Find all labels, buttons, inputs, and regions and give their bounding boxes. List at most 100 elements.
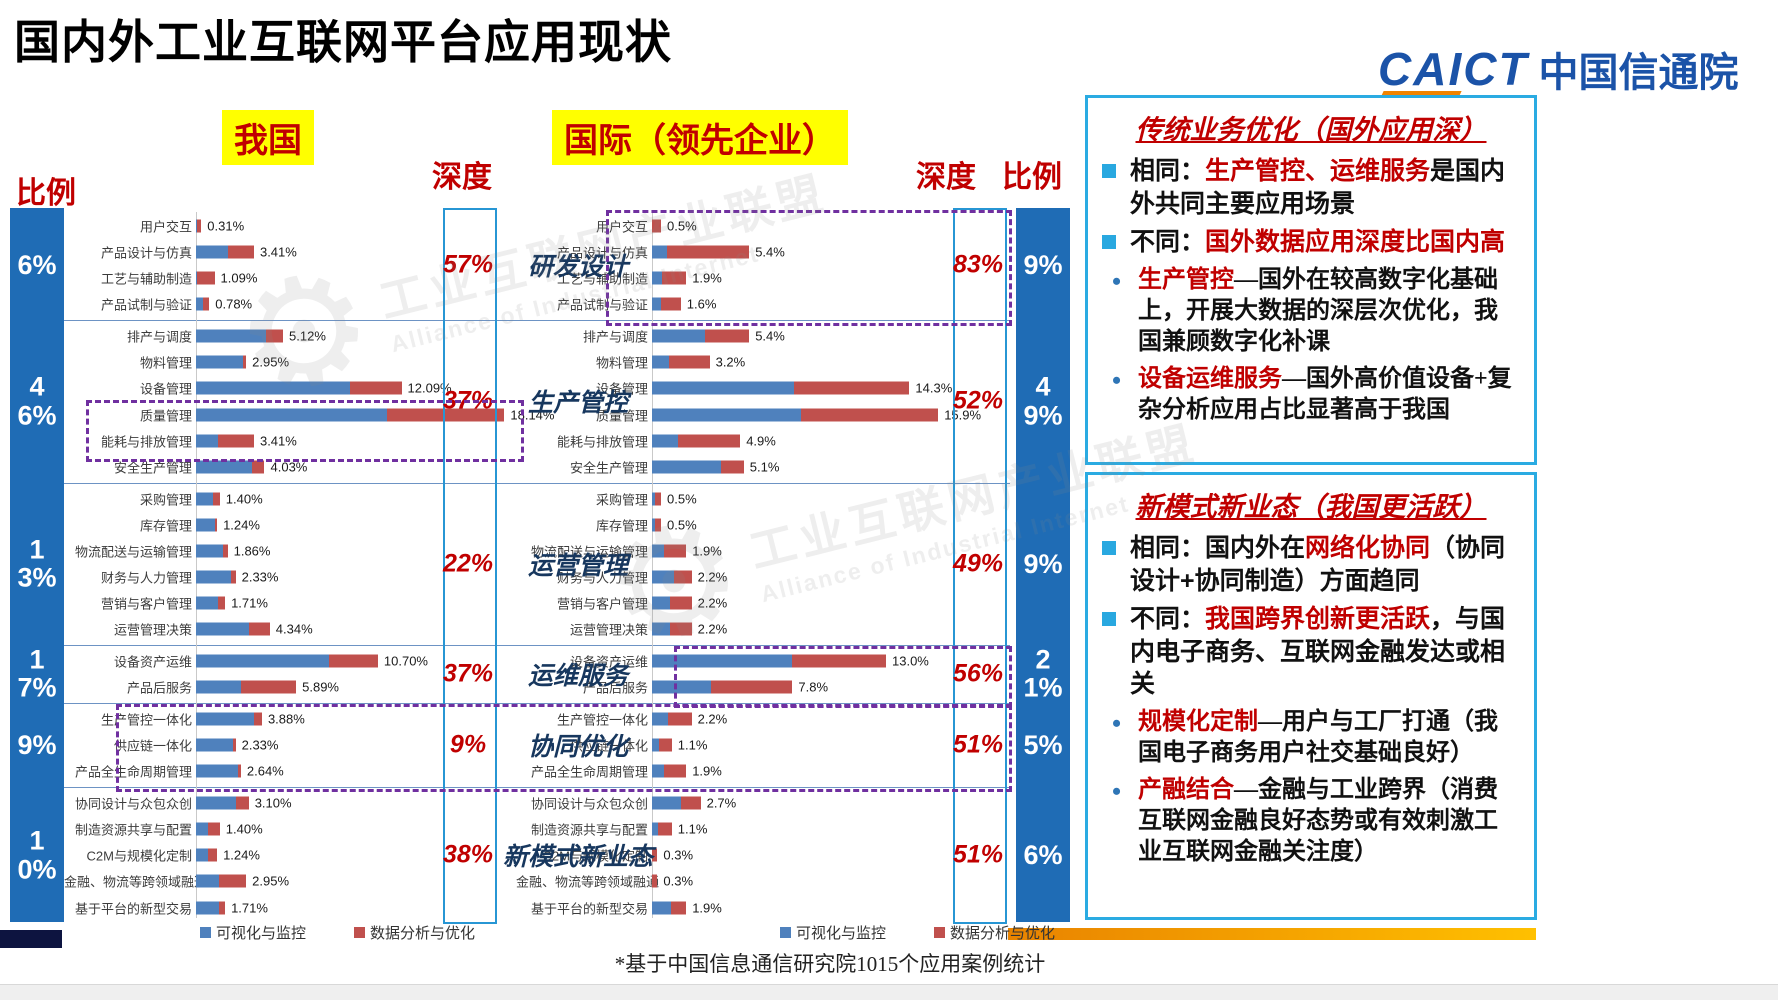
stacked-bar-intl [652, 764, 687, 778]
depth-box-international [953, 208, 1007, 924]
bar-segment-visualization [652, 271, 663, 285]
dot-bullet-icon: • [1112, 708, 1122, 738]
bullet-text: 生产管控—国外在较高数字化基础上，开展大数据的深层次优化，我国兼顾数字化补课 [1138, 266, 1498, 355]
bar-segment-analysis [230, 570, 236, 584]
depth-value-international: 83% [953, 250, 1004, 279]
row-value-cn: 12.09% [407, 380, 452, 396]
label-ratio-left: 比例 [16, 177, 76, 210]
row-label-cn: 物料管理 [139, 355, 192, 371]
row-value-intl: 5.1% [749, 459, 780, 475]
row-value-cn: 1.40% [225, 491, 263, 507]
category-label: 新模式新业态 [502, 843, 654, 872]
row-label-intl: 金融、物流等跨领域融通 [516, 874, 660, 890]
red-swatch-icon [354, 927, 366, 938]
bullet-text: 相同：国内外在网络化协同（协同设计+协同制造）方面趋同 [1130, 534, 1506, 595]
caict-logo: CAICT 中国信通院 [1378, 40, 1739, 98]
row-label-intl: 物流配送与运输管理 [530, 544, 648, 560]
dot-bullet-icon: • [1112, 366, 1122, 396]
sub-bullet-item: • 产融结合—金融与工业跨界（消费互联网金融良好态势或有效刺激工业互联网金融关注度… [1102, 775, 1520, 869]
bar-segment-analysis [202, 297, 210, 311]
bar-segment-analysis [793, 381, 910, 395]
caict-logo-text: CAICT [1378, 43, 1529, 95]
dot-bullet-icon: • [1112, 776, 1122, 806]
bar-segment-visualization [196, 796, 236, 810]
row-value-intl: 5.4% [755, 244, 785, 260]
legend-label: 可视化与监控 [216, 925, 307, 942]
depth-value-china: 22% [443, 549, 494, 578]
row-value-cn: 10.70% [383, 653, 428, 669]
row-value-intl: 14.3% [915, 380, 953, 396]
legend-item-analysis: 数据分析与优化 [354, 922, 475, 943]
stacked-bar-cn [196, 570, 236, 584]
row-value-cn: 0.78% [215, 296, 253, 312]
row-value-intl: 4.9% [746, 433, 776, 449]
row-value-cn: 1.40% [225, 821, 263, 837]
row-value-intl: 2.2% [697, 595, 728, 611]
bar-segment-visualization [652, 680, 711, 694]
square-bullet-icon [1102, 226, 1130, 259]
stacked-bar-intl [652, 271, 687, 285]
panel-bullets: 相同：生产管控、运维服务是国内外共同主要应用场景不同：国外数据应用深度比国内高 •… [1102, 155, 1520, 426]
row-value-intl: 0.5% [667, 517, 697, 533]
legend-label: 数据分析与优化 [950, 925, 1056, 942]
row-value-intl: 0.5% [667, 218, 697, 234]
row-label-intl: 产品全生命周期管理 [530, 764, 648, 780]
row-value-cn: 5.89% [302, 679, 339, 695]
bar-segment-analysis [350, 381, 402, 395]
bottom-strip [0, 984, 1778, 1000]
stacked-bar-cn [196, 434, 254, 448]
dot-bullet-icon: • [1112, 266, 1122, 296]
bar-segment-visualization [652, 764, 664, 778]
bar-segment-visualization [196, 245, 228, 259]
row-value-cn: 3.41% [259, 244, 297, 260]
row-label-cn: 运营管理决策 [113, 622, 192, 638]
depth-value-china: 37% [443, 659, 494, 688]
bar-segment-analysis [663, 764, 687, 778]
stacked-bar-intl [652, 297, 681, 311]
bar-segment-analysis [669, 596, 692, 610]
row-value-intl: 1.9% [692, 763, 722, 779]
row-label-cn: 生产管控一体化 [100, 712, 192, 728]
row-value-intl: 2.2% [697, 621, 728, 637]
bullet-text: 产融结合—金融与工业跨界（消费互联网金融良好态势或有效刺激工业互联网金融关注度） [1138, 776, 1498, 866]
stacked-bar-cn [196, 544, 228, 558]
bullet-item: 不同：我国跨界创新更活跃，与国内电子商务、互联网金融发达或相关 [1102, 603, 1520, 701]
bar-segment-analysis [265, 329, 284, 343]
bullet-item: 相同：生产管控、运维服务是国内外共同主要应用场景 [1102, 155, 1520, 220]
stacked-bar-intl [652, 596, 692, 610]
bar-segment-analysis [242, 355, 247, 369]
row-value-cn: 1.71% [231, 900, 268, 915]
stacked-bar-cn [196, 408, 505, 421]
row-label-cn: 产品后服务 [126, 680, 192, 696]
bar-segment-visualization [196, 654, 329, 668]
row-value-cn: 1.86% [233, 543, 271, 559]
row-label-cn: 物流配送与运输管理 [74, 544, 192, 560]
row-label-intl: 产品试制与验证 [556, 297, 648, 313]
sub-bullet-item: • 规模化定制—用户与工厂打通（我国电子商务用户社交基础良好） [1102, 707, 1520, 769]
bar-segment-analysis [800, 408, 939, 421]
bullet-text: 不同：国外数据应用深度比国内高 [1130, 228, 1506, 256]
row-value-cn: 3.41% [259, 433, 297, 449]
ratio-value-china: 6% [17, 249, 57, 280]
bullet-text: 不同：我国跨界创新更活跃，与国内电子商务、互联网金融发达或相关 [1130, 605, 1506, 698]
bullet-item: 相同：国内外在网络化协同（协同设计+协同制造）方面趋同 [1102, 532, 1520, 597]
category-label: 生产管控 [527, 389, 629, 418]
bar-segment-analysis [196, 219, 202, 233]
row-value-intl: 5.4% [755, 328, 785, 344]
stacked-bar-cn [196, 680, 297, 694]
stacked-bar-cn [196, 848, 218, 862]
label-ratio-right: 比例 [1002, 161, 1062, 194]
bar-segment-analysis [254, 712, 262, 726]
bar-segment-analysis [207, 822, 220, 836]
bar-segment-analysis [669, 355, 710, 369]
row-value-cn: 5.12% [289, 328, 326, 344]
row-label-intl: 财务与人力管理 [556, 570, 648, 586]
row-value-intl: 1.1% [677, 737, 708, 753]
sub-bullet-item: • 设备运维服务—国外高价值设备+复杂分析应用占比显著高于我国 [1102, 364, 1520, 426]
bar-segment-visualization [196, 848, 208, 862]
stacked-bar-intl [652, 492, 661, 506]
depth-value-international: 52% [953, 386, 1004, 415]
bar-segment-analysis [655, 492, 661, 506]
bar-segment-visualization [196, 355, 243, 369]
bar-segment-visualization [652, 796, 682, 810]
